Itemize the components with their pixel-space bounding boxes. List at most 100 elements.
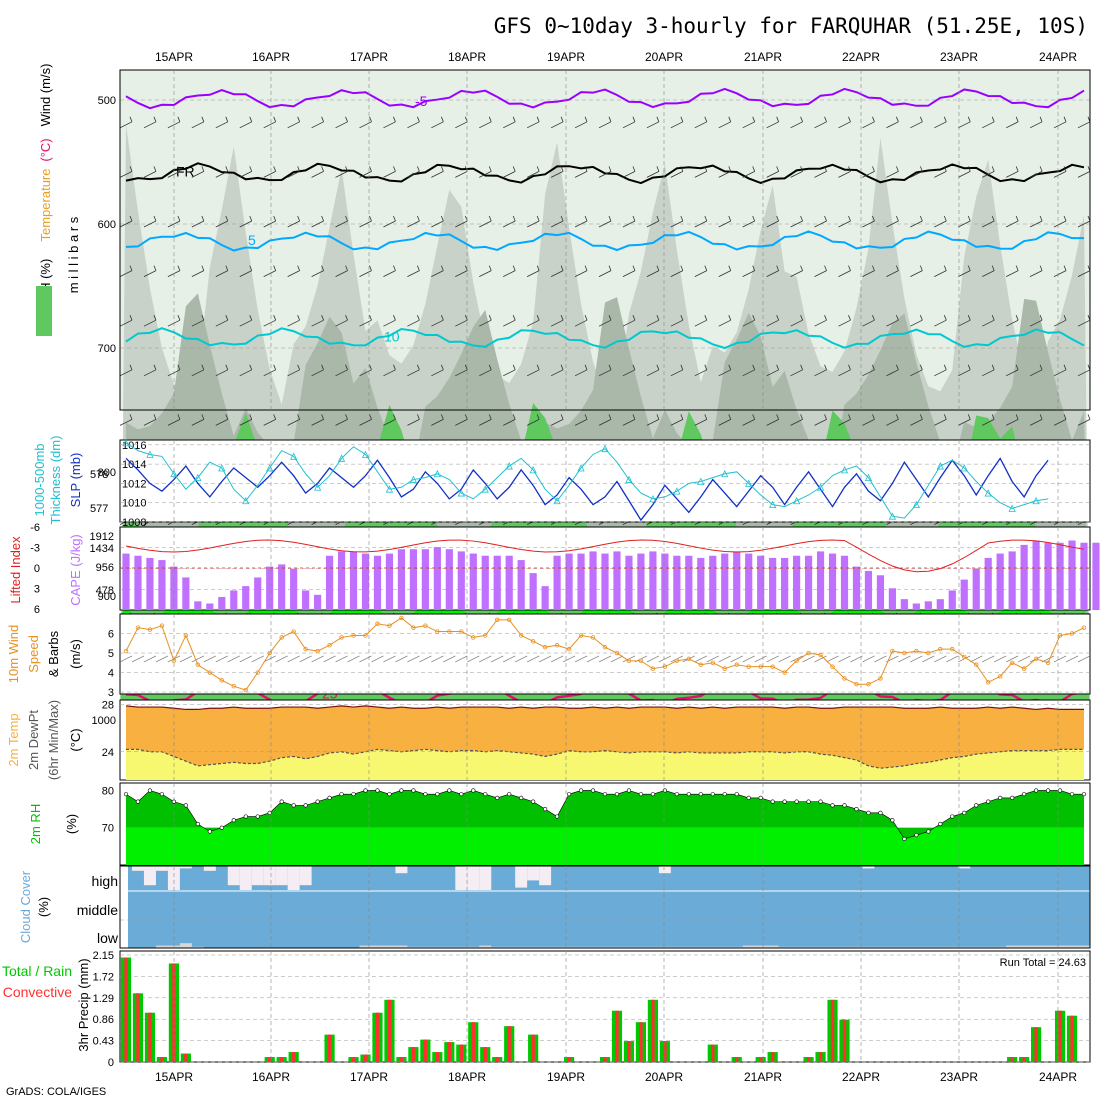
wind-barb-flag [201, 265, 205, 271]
wind-barb [407, 270, 420, 277]
top-date-label: 19APR [547, 50, 585, 64]
wind-barb-flag [1015, 116, 1019, 122]
rh2m-point [531, 799, 536, 804]
wind-barb-flag [488, 116, 492, 122]
wind-barb-flag [728, 315, 732, 321]
rh2m-point [986, 799, 991, 804]
wind-speed-point [722, 666, 727, 671]
wind-speed-point [327, 643, 332, 648]
surface-wind-barb [143, 655, 157, 663]
precip-convective-bar [627, 1041, 631, 1062]
wind-barb-flag [393, 364, 396, 370]
cape-bar [924, 601, 932, 610]
precip-convective-bar [363, 1054, 368, 1062]
wind-barb [239, 369, 252, 377]
cape-bar [325, 555, 334, 610]
cape-bar [912, 603, 920, 610]
wind-barb-flag [704, 364, 708, 370]
wind-barb-flag [440, 364, 444, 370]
wind-barb-flag [1015, 315, 1019, 321]
lifted-index-tick: -6 [30, 522, 40, 534]
wind-barb [526, 369, 540, 377]
surface-wind-barb [131, 655, 145, 663]
cape-bar [565, 553, 573, 610]
wind-barb [335, 369, 348, 377]
surface-wind-barb [694, 655, 707, 663]
wind-barb [862, 369, 875, 377]
surface-wind-barb [179, 655, 193, 663]
precip-convective-label: Convective [3, 984, 72, 1000]
wind-barb-flag [680, 265, 684, 271]
wind-barb-flag [153, 166, 157, 172]
wind-barb [1005, 270, 1019, 277]
low-cloud-bar [682, 946, 695, 948]
thickness-marker [290, 452, 298, 460]
wind-speed-point [471, 635, 476, 640]
surface-wind-barb [922, 655, 935, 663]
wind-barb [934, 319, 947, 327]
rh2m-point [267, 810, 272, 815]
rh2m-point [159, 792, 165, 797]
rh2m-point [854, 806, 859, 812]
wind-barb-flag [632, 116, 636, 122]
wind-barb [742, 319, 755, 327]
wind-barb [1053, 369, 1067, 377]
rh2m-point [1045, 788, 1051, 793]
wind-barb-flag [488, 414, 492, 420]
low-cloud-bar [383, 945, 396, 948]
wind-barb [263, 171, 276, 178]
isotherm-label: FR [176, 164, 195, 180]
wind-barb [263, 121, 276, 129]
wind-speed-point [123, 648, 129, 654]
wind-speed-point [926, 650, 931, 656]
wind-barb [574, 171, 588, 178]
bottom-date-label: 23APR [940, 1070, 978, 1084]
precip-convective-bar [471, 1022, 475, 1062]
precip-convective-bar [1058, 1010, 1062, 1062]
pressure-tick: 800 [98, 467, 116, 479]
wind-barb-flag [656, 166, 660, 172]
wind-barb [934, 121, 947, 129]
wind-barb [526, 419, 540, 426]
wind-barb [814, 319, 827, 327]
wind-barb-flag [680, 414, 684, 420]
wind-barb [479, 419, 492, 426]
wind-barb [383, 319, 396, 327]
wind-barb [814, 270, 827, 277]
wind-speed-point [950, 646, 955, 652]
wind-barb [263, 319, 276, 327]
cape-bar [170, 566, 178, 610]
precip-convective-bar [327, 1034, 332, 1062]
wind-barb-flag [369, 166, 372, 172]
wind-barb-flag [584, 414, 588, 420]
wind-barb [886, 270, 899, 277]
precip-convective-bar [184, 1053, 188, 1062]
wind-barb [622, 121, 636, 129]
wind-barb [718, 270, 731, 277]
surface-wind-barb [574, 655, 588, 663]
wind-barb [646, 220, 660, 228]
wind-barb [119, 319, 133, 327]
rh2m-point [279, 799, 284, 804]
wind-barb [143, 369, 157, 377]
surface-wind-barb [263, 655, 276, 663]
cape-bar [745, 553, 753, 610]
precip-convective-bar [1070, 1015, 1074, 1062]
high-cloud-bar [167, 866, 180, 890]
wind-barb [838, 171, 851, 178]
wind-barb [1005, 319, 1019, 327]
wind-barb-flag [776, 364, 780, 370]
cape-bar [637, 553, 645, 610]
precip-tick: 0.43 [93, 1036, 114, 1048]
wind-barb [886, 319, 899, 327]
precip-tick: 2.15 [93, 950, 114, 962]
wind-barb-flag [608, 166, 612, 172]
wind-barb [143, 171, 157, 178]
cape-bar [721, 553, 729, 610]
bottom-date-label: 19APR [547, 1070, 585, 1084]
wind-barb [311, 369, 324, 377]
wind-barb-flag [393, 315, 396, 321]
cape-bar [158, 560, 166, 610]
wind-barb-flag [704, 414, 708, 420]
rh2m-point [315, 799, 320, 804]
